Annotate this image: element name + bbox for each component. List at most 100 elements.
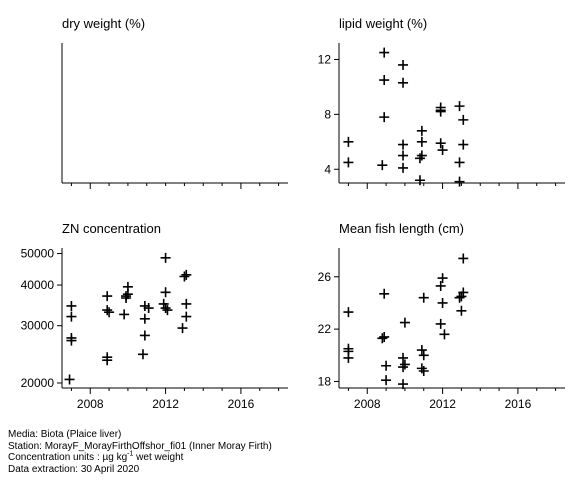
y-tick-label-zn-concentration: 20000 [21, 376, 55, 390]
footer-extraction: Data extraction: 30 April 2020 [8, 463, 140, 475]
data-point-zn-concentration [160, 252, 171, 263]
data-point-zn-concentration [162, 305, 173, 316]
panel-zn-concentration: ZN concentration 2008 2012 2016 20000 30000 4… [21, 221, 288, 411]
x-tick-label-mean-fish-length: 2016 [505, 397, 532, 411]
data-point-zn-concentration [179, 271, 190, 282]
x-tick-label-zn-concentration: 2008 [77, 397, 104, 411]
data-point-mean-fish-length [437, 273, 448, 284]
chart-footer: Media: Biota (Plaice liver) Station: Mor… [8, 429, 272, 475]
panel-dry-weight: dry weight (%) [61, 16, 288, 189]
data-point-mean-fish-length [416, 363, 427, 374]
x-tick-label-mean-fish-length: 2012 [429, 397, 456, 411]
data-point-zn-concentration [66, 335, 77, 346]
data-point-zn-concentration [160, 303, 171, 314]
panel-title-lipid-weight: lipid weight (%) [339, 16, 427, 31]
data-point-mean-fish-length [435, 280, 446, 291]
data-point-lipid-weight [458, 139, 469, 150]
data-point-lipid-weight [416, 136, 427, 147]
data-point-mean-fish-length [435, 318, 446, 329]
data-point-zn-concentration [181, 311, 192, 322]
data-point-zn-concentration [143, 303, 154, 314]
y-tick-label-mean-fish-length: 26 [318, 270, 332, 284]
data-point-lipid-weight [414, 153, 425, 164]
footer-units-suffix: wet weight [133, 452, 184, 463]
data-point-zn-concentration [160, 287, 171, 298]
data-point-mean-fish-length [418, 350, 429, 361]
y-tick-label-zn-concentration: 50000 [21, 247, 55, 261]
data-point-mean-fish-length [398, 379, 409, 390]
data-point-zn-concentration [102, 355, 113, 366]
data-point-zn-concentration [139, 313, 150, 324]
y-tick-label-lipid-weight: 4 [324, 162, 331, 176]
data-point-mean-fish-length [439, 329, 450, 340]
data-point-lipid-weight [414, 175, 425, 186]
data-point-zn-concentration [66, 311, 77, 322]
y-tick-label-zn-concentration: 30000 [21, 319, 55, 333]
data-point-mean-fish-length [377, 333, 388, 344]
data-point-lipid-weight [398, 139, 409, 150]
data-point-lipid-weight [398, 150, 409, 161]
footer-station: Station: MorayF_MorayFirthOffshor_fi01 (… [8, 440, 272, 452]
data-point-lipid-weight [398, 59, 409, 70]
data-point-lipid-weight [343, 136, 354, 147]
data-point-zn-concentration [119, 309, 130, 320]
data-point-mean-fish-length [398, 362, 409, 373]
data-point-lipid-weight [379, 75, 390, 86]
x-tick-label-zn-concentration: 2012 [152, 397, 179, 411]
data-point-mean-fish-length [381, 375, 392, 386]
data-point-lipid-weight [379, 47, 390, 58]
data-point-lipid-weight [379, 112, 390, 123]
panel-title-dry-weight: dry weight (%) [62, 16, 145, 31]
data-point-zn-concentration [104, 307, 115, 318]
data-point-zn-concentration [181, 269, 192, 280]
data-point-mean-fish-length [379, 288, 390, 299]
data-point-lipid-weight [435, 138, 446, 149]
data-point-zn-concentration [102, 291, 113, 302]
footer-units-exponent: -1 [127, 450, 134, 458]
x-tick-label-zn-concentration: 2016 [228, 397, 255, 411]
data-point-zn-concentration [139, 330, 150, 341]
data-point-lipid-weight [343, 157, 354, 168]
data-point-mean-fish-length [343, 352, 354, 363]
y-tick-label-mean-fish-length: 18 [318, 374, 332, 388]
data-point-lipid-weight [416, 125, 427, 136]
data-point-lipid-weight [437, 145, 448, 156]
data-point-lipid-weight [454, 101, 465, 112]
data-point-lipid-weight [454, 157, 465, 168]
x-tick-label-mean-fish-length: 2008 [354, 397, 381, 411]
data-point-mean-fish-length [399, 359, 410, 370]
data-point-lipid-weight [435, 106, 446, 117]
footer-units: Concentration units : µg kg-1 wet weight [8, 450, 272, 464]
data-point-mean-fish-length [437, 297, 448, 308]
data-point-lipid-weight [398, 162, 409, 173]
data-point-mean-fish-length [398, 352, 409, 363]
panel-lipid-weight: lipid weight (%) 4 8 12 [318, 16, 565, 189]
data-point-zn-concentration [64, 374, 75, 385]
data-point-mean-fish-length [454, 292, 465, 303]
data-point-mean-fish-length [381, 360, 392, 371]
data-point-zn-concentration [177, 323, 188, 334]
data-point-zn-concentration [66, 300, 77, 311]
data-point-lipid-weight [458, 114, 469, 125]
y-tick-label-lipid-weight: 12 [318, 52, 332, 66]
y-tick-label-zn-concentration: 40000 [21, 278, 55, 292]
footer-media: Media: Biota (Plaice liver) [8, 429, 122, 440]
data-point-lipid-weight [377, 160, 388, 171]
data-point-mean-fish-length [399, 317, 410, 328]
data-point-mean-fish-length [458, 253, 469, 264]
data-point-lipid-weight [454, 176, 465, 187]
panel-title-zn-concentration: ZN concentration [62, 221, 161, 236]
data-point-mean-fish-length [379, 331, 390, 342]
panel-title-mean-fish-length: Mean fish length (cm) [339, 221, 464, 236]
data-point-mean-fish-length [343, 307, 354, 318]
data-point-mean-fish-length [418, 292, 429, 303]
y-tick-label-mean-fish-length: 22 [318, 322, 332, 336]
footer-units-prefix: Concentration units : µg kg [8, 452, 128, 463]
data-point-zn-concentration [102, 305, 113, 316]
y-tick-label-lipid-weight: 8 [324, 107, 331, 121]
data-point-zn-concentration [137, 349, 148, 360]
data-point-mean-fish-length [416, 345, 427, 356]
data-point-lipid-weight [398, 77, 409, 88]
data-point-mean-fish-length [456, 305, 467, 316]
data-point-mean-fish-length [418, 365, 429, 376]
